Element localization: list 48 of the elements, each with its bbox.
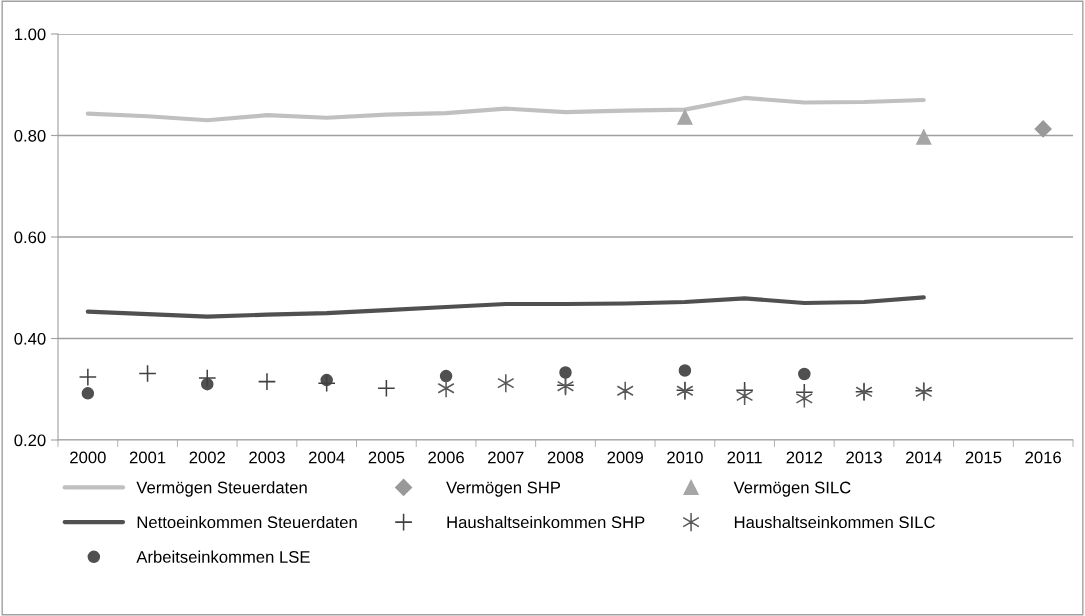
legend-label: Arbeitseinkommen LSE xyxy=(136,550,310,563)
x-tick-label: 2011 xyxy=(727,451,762,464)
point xyxy=(916,129,932,145)
point xyxy=(559,366,572,379)
x-tick-label: 2002 xyxy=(189,451,225,464)
x-tick-label: 2015 xyxy=(965,451,1002,464)
point xyxy=(377,379,396,398)
x-tick-label: 2012 xyxy=(786,451,823,464)
point xyxy=(198,368,217,388)
x-tick-label: 2004 xyxy=(308,451,345,464)
line-series xyxy=(85,95,926,123)
y-tick-label: 0.80 xyxy=(14,129,46,142)
x-tick-label: 2013 xyxy=(846,451,882,464)
legend-label: Haushaltseinkommen SHP xyxy=(447,515,645,529)
point xyxy=(257,372,277,391)
x-tick-label: 2010 xyxy=(667,451,703,464)
y-tick-label: 0.60 xyxy=(14,231,46,244)
x-tick-label: 2007 xyxy=(488,451,524,464)
x-tick-label: 2003 xyxy=(249,451,285,464)
point xyxy=(439,369,453,383)
x-tick-label: 2005 xyxy=(368,451,405,464)
legend-label: Vermögen SILC xyxy=(733,481,851,497)
x-tick-label: 2008 xyxy=(547,451,584,464)
x-tick-label: 2009 xyxy=(607,451,643,464)
point xyxy=(78,367,97,387)
x-tick-label: 2016 xyxy=(1025,451,1061,464)
point xyxy=(798,367,811,381)
point xyxy=(678,364,692,377)
legend-label: Vermögen SHP xyxy=(446,481,561,497)
y-tick-label: 1.00 xyxy=(15,28,46,41)
legend-label: Haushaltseinkommen SILC xyxy=(734,515,935,529)
point xyxy=(677,109,693,125)
line-series xyxy=(85,295,926,319)
point xyxy=(138,364,157,383)
legend-label: Vermögen Steuerdaten xyxy=(136,481,307,497)
y-tick-label: 0.40 xyxy=(14,332,46,345)
x-tick-label: 2006 xyxy=(428,451,464,464)
x-tick-label: 2001 xyxy=(129,451,166,464)
y-tick-label: 0.20 xyxy=(14,434,46,447)
point xyxy=(616,380,634,401)
point xyxy=(81,387,95,400)
point xyxy=(317,374,336,393)
x-tick-label: 2014 xyxy=(906,451,942,464)
legend-label: Nettoeinkommen Steuerdaten xyxy=(137,515,357,529)
x-tick-label: 2000 xyxy=(70,451,106,464)
point xyxy=(437,378,455,399)
point xyxy=(497,373,515,393)
point xyxy=(1034,120,1052,138)
